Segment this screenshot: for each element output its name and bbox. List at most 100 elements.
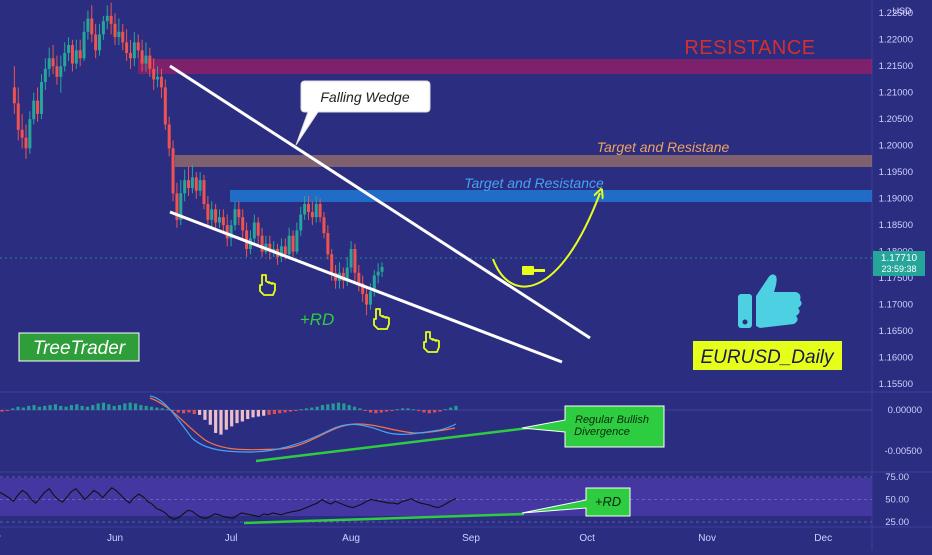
- candle-body: [90, 18, 94, 35]
- macd-bar: [315, 406, 319, 410]
- macd-bar: [422, 410, 426, 413]
- macd-bar: [342, 403, 346, 410]
- time-tick-label: Oct: [579, 533, 595, 544]
- author-label: TreeTrader: [33, 338, 126, 359]
- candle-body: [43, 68, 47, 83]
- candle-body: [299, 214, 303, 231]
- projection-arrow[interactable]: [492, 193, 600, 288]
- candle-body: [132, 42, 136, 59]
- author-badge: TreeTrader: [18, 332, 140, 362]
- macd-bar: [198, 410, 202, 415]
- candle-body: [187, 180, 191, 189]
- macd-bar: [336, 402, 341, 410]
- hand-pointer-icon: [423, 331, 440, 353]
- macd-bar: [128, 402, 132, 410]
- divergence-callout[interactable]: Regular Bullish Divergence: [521, 405, 665, 448]
- rd-callout[interactable]: +RD: [521, 487, 631, 517]
- macd-bar: [192, 410, 196, 415]
- currency-label: USD: [892, 6, 912, 16]
- macd-bar: [449, 407, 453, 410]
- wedge-lower-line[interactable]: [169, 210, 563, 364]
- candle-body: [210, 209, 214, 220]
- candle-body: [47, 58, 51, 69]
- candle-body: [171, 148, 175, 194]
- macd-bar: [91, 405, 95, 410]
- candle-body: [159, 76, 163, 88]
- macd-bar: [208, 410, 212, 425]
- candle-body: [70, 45, 74, 64]
- candle-body: [63, 52, 67, 67]
- price-tick-label: 1.21000: [879, 88, 913, 99]
- target-band-lower: [230, 190, 872, 202]
- macd-bar: [379, 410, 383, 413]
- candle-body: [221, 217, 225, 226]
- candle-body: [82, 31, 86, 59]
- macd-indicator: 0.00000 -0.00500: [0, 395, 922, 457]
- candle-body: [20, 129, 24, 138]
- candle-body: [310, 211, 314, 218]
- macd-bar: [69, 405, 74, 410]
- macd-bar: [107, 404, 111, 410]
- candle-body: [260, 235, 264, 252]
- macd-bar: [101, 402, 106, 410]
- candle-body: [125, 42, 129, 53]
- candle-body: [28, 119, 32, 149]
- rsi-tick-label: 25.00: [885, 517, 909, 528]
- candle-body: [12, 87, 16, 104]
- candle-body: [78, 50, 82, 59]
- candle-body: [128, 52, 132, 59]
- macd-bar: [395, 409, 399, 411]
- resistance-band: [138, 59, 872, 74]
- macd-bar: [427, 410, 431, 414]
- candle-body: [51, 58, 55, 67]
- candle-body: [330, 254, 334, 273]
- macd-line: [149, 395, 457, 453]
- rsi-indicator: 75.00 50.00 25.00: [0, 472, 909, 528]
- candle-body: [307, 203, 310, 212]
- macd-bar: [112, 405, 116, 410]
- candle-body: [295, 230, 299, 252]
- macd-bar: [219, 410, 223, 435]
- macd-bar: [59, 405, 63, 410]
- macd-bar: [368, 410, 373, 413]
- macd-divergence-line[interactable]: [255, 422, 563, 463]
- macd-bar: [246, 410, 250, 420]
- candle-body: [136, 42, 140, 51]
- rsi-divergence-line[interactable]: [243, 512, 525, 525]
- candle-body: [233, 209, 237, 226]
- candle-body: [345, 267, 349, 281]
- macd-bar: [21, 407, 25, 410]
- macd-bar: [32, 405, 36, 410]
- candle-body: [55, 66, 59, 77]
- candle-body: [152, 68, 156, 80]
- macd-bar: [85, 406, 90, 410]
- candle-body: [194, 177, 198, 191]
- hand-pointer-icon: [259, 274, 276, 296]
- candle-body: [291, 235, 295, 252]
- macd-bar: [310, 407, 314, 410]
- macd-bar: [5, 410, 9, 411]
- hand-pointer-icon: [373, 308, 390, 330]
- wedge-upper-line[interactable]: [169, 64, 591, 340]
- candle-body: [148, 55, 152, 69]
- time-axis[interactable]: May Jun Jul Aug Sep Oct Nov Dec: [0, 533, 832, 544]
- macd-bar: [16, 406, 20, 410]
- macd-bar: [443, 409, 447, 411]
- macd-bar: [27, 405, 31, 410]
- rsi-tick-label: 50.00: [885, 495, 909, 506]
- price-tick-label: 1.20500: [879, 114, 913, 125]
- macd-bar: [187, 410, 191, 413]
- price-axis[interactable]: 1.22500 1.22000 1.21500 1.21000 1.20500 1.200…: [879, 8, 913, 390]
- candle-body: [206, 203, 210, 220]
- price-tick-label: 1.20000: [879, 141, 913, 152]
- macd-bar: [283, 410, 287, 413]
- macd-bar: [53, 404, 58, 410]
- candle-body: [113, 23, 117, 38]
- rsi-line: [0, 487, 457, 520]
- price-tick-label: 1.16500: [879, 326, 913, 337]
- macd-bar: [374, 410, 378, 414]
- resistance-label: RESISTANCE: [684, 37, 815, 59]
- falling-wedge-callout[interactable]: Falling Wedge: [295, 80, 431, 146]
